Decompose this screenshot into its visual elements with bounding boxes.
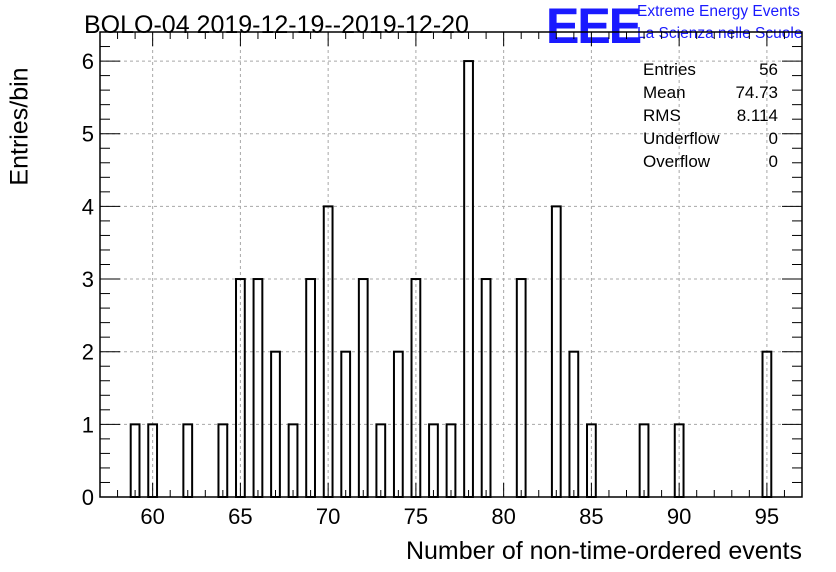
- histogram-bar: [445, 423, 457, 498]
- y-tick-label: 3: [82, 267, 94, 292]
- x-tick-label: 65: [228, 504, 252, 529]
- histogram-bar: [515, 278, 527, 498]
- x-tick-label: 70: [316, 504, 340, 529]
- y-tick-label: 2: [82, 340, 94, 365]
- histogram-bar: [375, 423, 387, 498]
- stat-label: RMS: [643, 106, 681, 125]
- stat-label: Mean: [643, 83, 686, 102]
- y-tick-label: 4: [82, 194, 94, 219]
- histogram-bar: [638, 423, 650, 498]
- y-tick-label: 1: [82, 412, 94, 437]
- histogram-bar: [182, 423, 194, 498]
- x-tick-label: 75: [404, 504, 428, 529]
- plot-frame: [99, 31, 803, 498]
- stat-label: Overflow: [643, 152, 711, 171]
- histogram-bar: [305, 278, 316, 498]
- histogram-bar: [480, 278, 492, 498]
- histogram-bar: [428, 423, 439, 498]
- y-tick-label: 0: [82, 485, 94, 510]
- histogram-bar: [357, 278, 369, 498]
- stat-label: Entries: [643, 60, 696, 79]
- x-tick-label: 80: [491, 504, 515, 529]
- stat-value: 0: [768, 129, 778, 148]
- stat-label: Underflow: [643, 129, 720, 148]
- logo-caption-line-2: La Scienza nelle Scuole: [637, 25, 803, 42]
- y-tick-label: 5: [82, 122, 94, 147]
- stat-value: 0: [768, 152, 778, 171]
- x-tick-label: 90: [667, 504, 691, 529]
- eee-logo: EEE: [546, 0, 642, 54]
- y-tick-label: 6: [82, 49, 94, 74]
- histogram-bar: [287, 423, 299, 498]
- x-tick-label: 60: [140, 504, 164, 529]
- x-axis-label: Number of non-time-ordered events: [405, 537, 802, 565]
- stat-value: 74.73: [735, 83, 778, 102]
- x-tick-label: 95: [755, 504, 779, 529]
- logo-caption-line-1: Extreme Energy Events: [637, 3, 800, 20]
- histogram-bar: [217, 423, 229, 498]
- histogram-bar: [129, 423, 141, 498]
- stat-value: 8.114: [736, 106, 778, 125]
- x-tick-label: 85: [579, 504, 603, 529]
- chart-title: BOLO-04 2019-12-19--2019-12-20: [84, 11, 469, 39]
- histogram-bar: [252, 278, 264, 498]
- stat-value: 56: [759, 60, 778, 79]
